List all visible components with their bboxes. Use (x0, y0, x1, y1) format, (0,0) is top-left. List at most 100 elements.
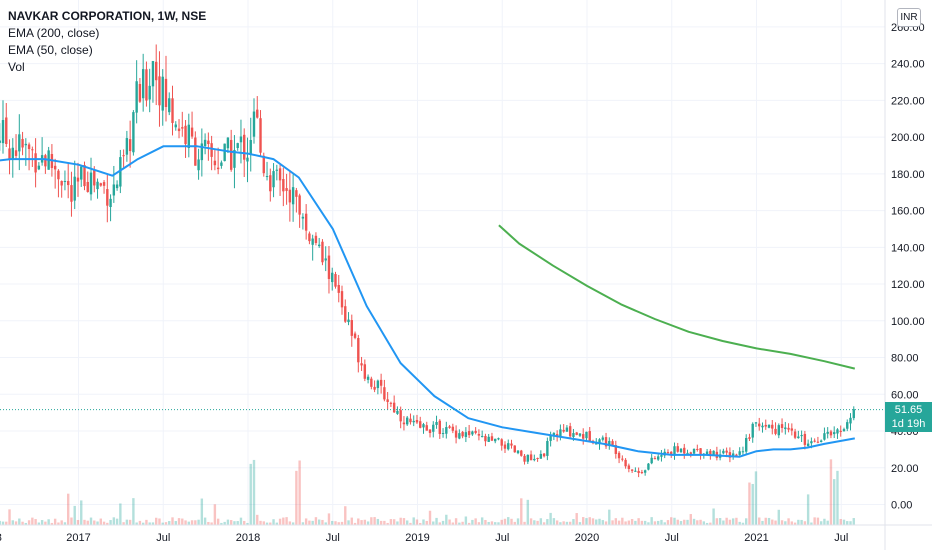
volume-bar (63, 522, 67, 525)
volume-bar (432, 521, 435, 525)
candle-body (810, 441, 813, 444)
volume-bar (529, 518, 533, 525)
volume-bar (207, 521, 210, 525)
candle-body (823, 433, 826, 440)
volume-bar (402, 518, 406, 525)
candle-body (771, 424, 774, 429)
volume-bar (291, 522, 295, 525)
volume-bar (549, 512, 552, 525)
candle-body (409, 418, 412, 423)
volume-bar (826, 520, 829, 525)
volume-bar (728, 519, 732, 525)
volume-bar (634, 520, 637, 525)
candle-body (520, 450, 523, 456)
volume-bar (643, 520, 647, 525)
candle-body (190, 127, 194, 137)
candle-body (754, 422, 758, 424)
volume-bar (800, 519, 803, 525)
volume-bar (213, 504, 217, 525)
volume-bar (259, 520, 262, 525)
volume-bar (102, 521, 106, 525)
price-scale[interactable] (885, 0, 932, 525)
y-tick-label: 80.00 (891, 353, 919, 365)
x-tick-label: 2019 (405, 532, 429, 544)
candle-body (278, 168, 282, 181)
volume-bar (660, 519, 663, 525)
currency-badge[interactable]: INR (897, 8, 921, 27)
candle-body (106, 189, 109, 206)
candle-body (256, 109, 259, 118)
candle-body (761, 425, 764, 428)
volume-bar (76, 519, 80, 525)
volume-bar (389, 519, 393, 525)
candle-body (314, 235, 318, 243)
candle-body (731, 453, 735, 458)
candle-body (793, 431, 797, 438)
volume-bar (177, 518, 181, 525)
candle-body (353, 333, 357, 338)
volume-bar (158, 518, 161, 525)
candle-body (467, 431, 471, 436)
volume-bar (187, 521, 191, 525)
candle-body (21, 138, 24, 148)
volume-bar (767, 517, 771, 525)
candle-body (813, 440, 816, 442)
volume-bar (93, 520, 96, 525)
volume-bar (751, 483, 754, 525)
candle-body (611, 441, 614, 445)
volume-bar (712, 508, 715, 525)
candle-body (275, 169, 279, 171)
volume-bar (80, 500, 83, 525)
candle-body (637, 470, 640, 473)
candle-body (507, 443, 510, 450)
y-tick-label: 220.00 (891, 95, 925, 107)
candle-body (210, 143, 213, 157)
volume-bar (676, 519, 679, 525)
candle-body (184, 125, 187, 145)
candle-body (751, 423, 754, 438)
volume-bar (89, 517, 93, 525)
candle-body (536, 457, 539, 459)
candle-body (102, 182, 106, 186)
candle-body (510, 443, 513, 446)
candle-body (243, 134, 246, 160)
y-tick-label: 100.00 (891, 316, 925, 328)
volume-bar (311, 520, 314, 525)
candle-body (66, 181, 70, 186)
volume-bar (288, 521, 292, 525)
volume-bar (833, 479, 836, 525)
candle-body (148, 85, 151, 100)
candle-body (122, 155, 125, 157)
candle-body (458, 433, 461, 439)
volume-bar (220, 522, 223, 525)
volume-bar (562, 521, 565, 525)
candle-body (748, 437, 751, 439)
volume-bar (816, 517, 820, 525)
y-tick-label: 180.00 (891, 169, 925, 181)
candle-body (308, 233, 311, 242)
candle-body (31, 149, 34, 151)
candle-body (630, 469, 634, 471)
candle-body (252, 111, 256, 137)
candle-body (647, 463, 650, 470)
candle-body (780, 424, 784, 429)
last-price-badge: 51.65 1d 19h (885, 402, 932, 432)
candle-body (552, 432, 556, 436)
candle-body (800, 435, 803, 437)
volume-bar (243, 520, 246, 525)
volume-bar (396, 521, 399, 525)
candle-body (533, 458, 536, 461)
candle-body (474, 430, 477, 433)
candle-body (598, 439, 601, 445)
candle-body (412, 420, 415, 423)
vol-legend: Vol (8, 60, 25, 74)
candle-body (679, 448, 683, 453)
candle-body (168, 98, 171, 113)
candle-body (383, 387, 386, 400)
x-tick-label: Jul (156, 532, 170, 544)
candle-body (578, 433, 582, 436)
candle-body (640, 472, 644, 474)
candle-body (656, 456, 660, 460)
candle-body (833, 432, 836, 435)
